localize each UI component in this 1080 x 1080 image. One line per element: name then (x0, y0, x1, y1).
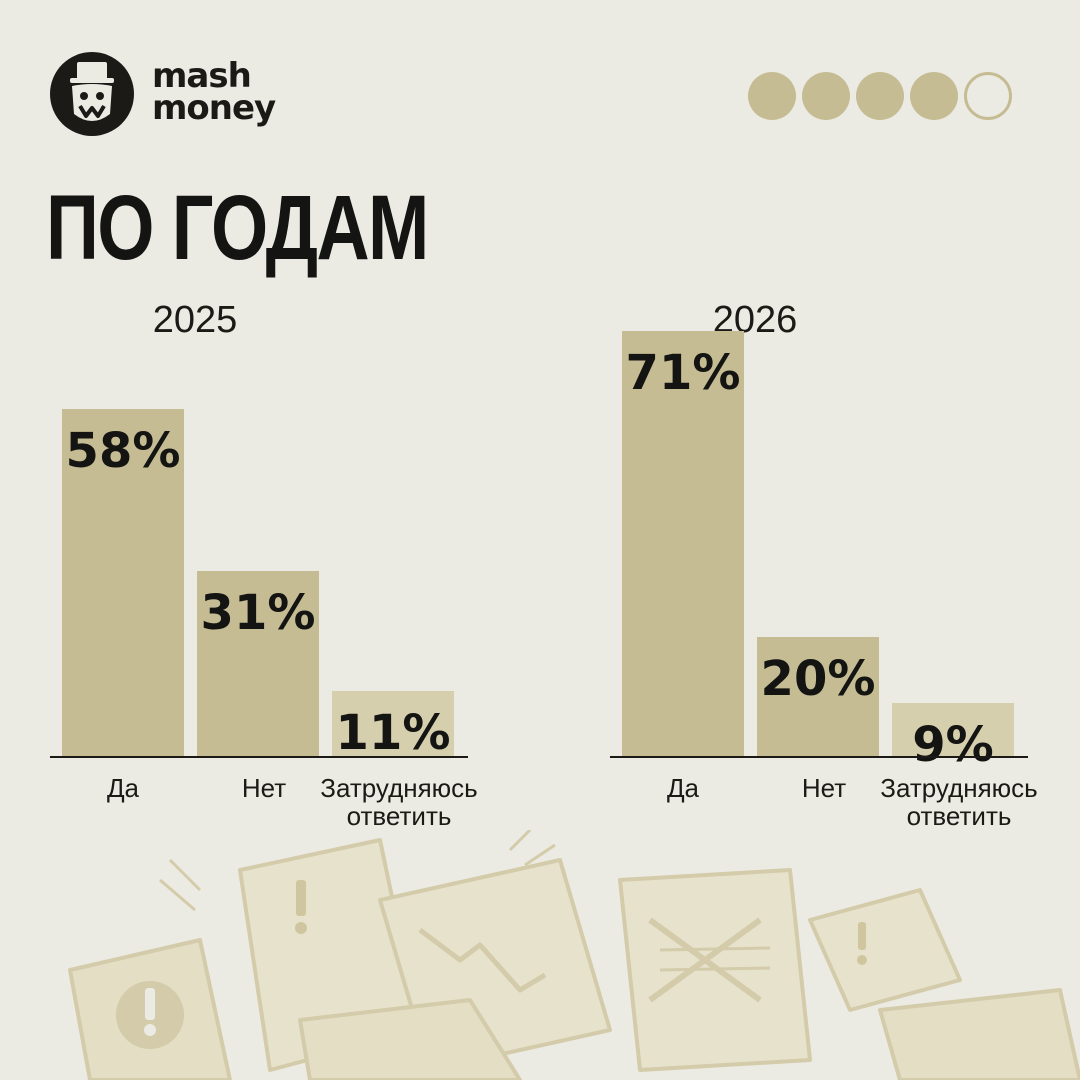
pagination-dot-3 (856, 72, 904, 120)
bar-1 (622, 331, 744, 757)
brand-wordmark: mash money (152, 56, 276, 128)
pagination-dot-5 (964, 72, 1012, 120)
pagination-dot-1 (748, 72, 796, 120)
category-label: Затрудняюсь ответить (320, 773, 477, 831)
bar-3 (332, 691, 454, 757)
pagination-dot-4 (910, 72, 958, 120)
bar-value-label: 20% (761, 651, 876, 707)
bar-value-label: 9% (912, 717, 994, 773)
brand-logo: mash money (50, 52, 290, 142)
page-title: ПО ГОДАМ (46, 177, 429, 279)
bar-2 (197, 571, 319, 757)
papers-illustration (68, 830, 1080, 1080)
bar-value-label: 11% (336, 705, 451, 761)
bar-1 (62, 409, 184, 757)
category-label: Да (107, 773, 140, 803)
brand-line1: mash (152, 56, 252, 96)
category-label: Нет (802, 773, 846, 803)
category-label: Да (667, 773, 700, 803)
category-label: Нет (242, 773, 286, 803)
category-label: Затрудняюсь ответить (880, 773, 1037, 831)
bar-3 (892, 703, 1014, 757)
bar-value-label: 71% (626, 345, 741, 401)
chart-2025: 2025 58% Да 31% Нет 11% Затрудняюсь ответить (50, 299, 478, 831)
brand-line2: money (152, 88, 276, 128)
bar-value-label: 31% (201, 585, 316, 641)
bar-value-label: 58% (66, 423, 181, 479)
chart-title: 2025 (153, 299, 238, 341)
mascot-icon (50, 52, 134, 136)
pagination-dot-2 (802, 72, 850, 120)
pagination-dots (748, 72, 1012, 124)
bar-2 (757, 637, 879, 757)
